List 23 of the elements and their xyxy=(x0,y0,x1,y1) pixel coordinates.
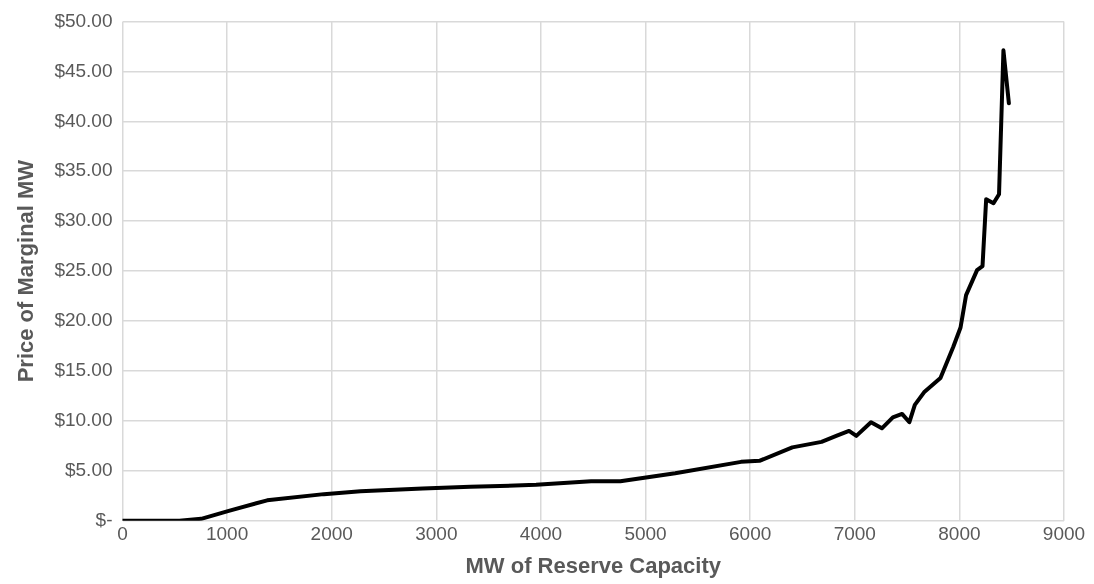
y-tick-label: $15.00 xyxy=(54,359,113,381)
x-tick-label: 2000 xyxy=(310,523,353,545)
x-tick-label: 3000 xyxy=(415,523,458,545)
y-axis-title: Price of Marginal MW xyxy=(13,159,39,383)
x-tick-label: 0 xyxy=(117,523,128,545)
y-tick-label: $50.00 xyxy=(54,9,113,31)
x-tick-label: 6000 xyxy=(729,523,772,545)
x-tick-label: 5000 xyxy=(624,523,667,545)
x-axis-title: MW of Reserve Capacity xyxy=(465,552,722,578)
x-tick-label: 8000 xyxy=(938,523,981,545)
x-tick-label: 9000 xyxy=(1042,523,1086,545)
y-tick-label: $20.00 xyxy=(54,309,113,331)
y-tick-label: $35.00 xyxy=(54,159,113,181)
x-tick-label: 1000 xyxy=(205,523,249,545)
y-tick-label: $45.00 xyxy=(54,59,113,81)
y-tick-label: $25.00 xyxy=(54,259,113,281)
x-tick-label: 7000 xyxy=(833,523,876,545)
y-tick-label: $- xyxy=(95,509,113,531)
y-tick-label: $40.00 xyxy=(54,109,113,131)
y-tick-label: $10.00 xyxy=(54,409,113,431)
x-tick-label: 4000 xyxy=(519,523,563,545)
y-tick-label: $30.00 xyxy=(54,209,113,231)
y-tick-label: $5.00 xyxy=(64,459,113,481)
